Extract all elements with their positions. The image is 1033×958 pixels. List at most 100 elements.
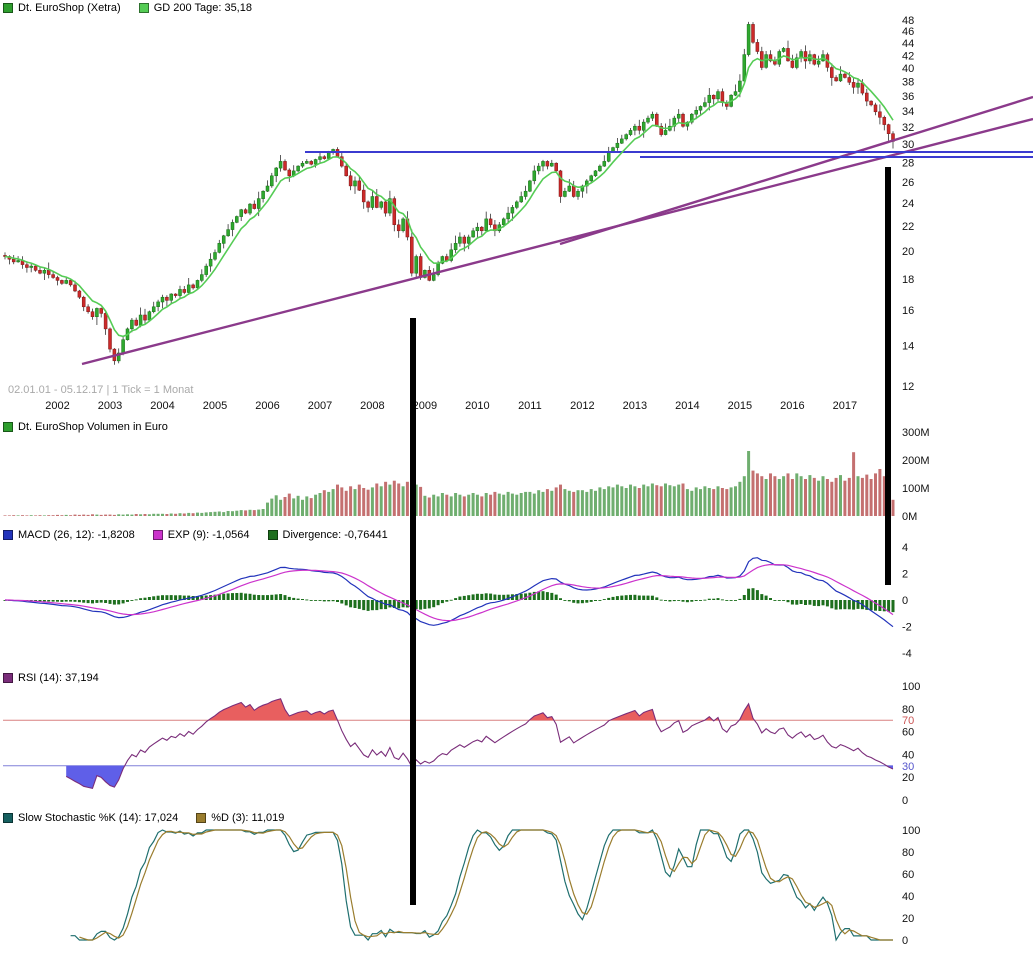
svg-text:-2: -2 [902,622,912,634]
svg-text:2003: 2003 [98,400,122,412]
legend-label: %D (3): 11,019 [211,812,285,824]
volume-layer [3,451,895,516]
svg-text:2009: 2009 [413,400,437,412]
legend-item: EXP (9): -1,0564 [152,529,250,541]
gd200-line [4,55,894,338]
svg-text:40: 40 [902,891,914,903]
legend-label: MACD (26, 12): -1,8208 [18,529,135,541]
rsi-layer [3,698,894,790]
svg-text:14: 14 [902,340,914,352]
svg-text:12: 12 [902,381,914,393]
legend-rsi: RSI (14): 37,194 [3,672,99,684]
svg-text:2: 2 [902,569,908,581]
legend-price: Dt. EuroShop (Xetra) GD 200 Tage: 35,18 [3,2,252,14]
stochastic-layer [70,829,893,942]
legend-item: MACD (26, 12): -1,8208 [3,529,135,541]
candlestick-layer [3,21,895,365]
legend-label: Slow Stochastic %K (14): 17,024 [18,812,179,824]
svg-text:42: 42 [902,50,914,62]
legend-item: Dt. EuroShop Volumen in Euro [3,421,168,433]
legend-color-swatch-icon [3,530,13,540]
svg-text:2015: 2015 [728,400,752,412]
legend-volume: Dt. EuroShop Volumen in Euro [3,421,168,433]
svg-text:22: 22 [902,221,914,233]
svg-text:44: 44 [902,38,914,50]
axis-ticks: 4846444240383634323028262422201816141220… [45,15,929,947]
legend-color-swatch-icon [3,673,13,683]
svg-text:2014: 2014 [675,400,699,412]
svg-text:48: 48 [902,15,914,27]
legend-color-swatch-icon [196,813,207,823]
svg-text:2013: 2013 [623,400,647,412]
svg-text:2004: 2004 [150,400,174,412]
svg-text:2016: 2016 [780,400,804,412]
legend-item: Dt. EuroShop (Xetra) [3,2,121,14]
svg-text:28: 28 [902,157,914,169]
legend-label: Dt. EuroShop Volumen in Euro [18,421,168,433]
svg-text:2010: 2010 [465,400,489,412]
svg-text:2002: 2002 [45,400,69,412]
svg-text:18: 18 [902,274,914,286]
svg-text:16: 16 [902,305,914,317]
legend-label: GD 200 Tage: 35,18 [153,2,252,14]
svg-text:2008: 2008 [360,400,384,412]
drawn-annotation-layer[interactable] [410,167,891,905]
legend-label: EXP (9): -1,0564 [167,529,250,541]
svg-text:200M: 200M [902,455,930,467]
svg-text:70: 70 [902,715,914,727]
svg-text:4: 4 [902,542,908,554]
legend-macd: MACD (26, 12): -1,8208 EXP (9): -1,0564 Di… [3,529,388,541]
legend-item: Divergence: -0,76441 [267,529,388,541]
svg-text:100M: 100M [902,483,930,495]
svg-text:20: 20 [902,246,914,258]
svg-text:38: 38 [902,77,914,89]
svg-text:34: 34 [902,106,914,118]
legend-item: GD 200 Tage: 35,18 [138,2,252,14]
legend-label: Divergence: -0,76441 [282,529,388,541]
legend-item: Slow Stochastic %K (14): 17,024 [3,812,178,824]
svg-text:24: 24 [902,198,914,210]
svg-text:100: 100 [902,681,920,693]
svg-text:30: 30 [902,139,914,151]
legend-item: %D (3): 11,019 [196,812,284,824]
svg-text:2017: 2017 [833,400,857,412]
legend-color-swatch-icon [3,813,13,823]
svg-text:60: 60 [902,869,914,881]
svg-text:0M: 0M [902,511,917,523]
svg-text:40: 40 [902,63,914,75]
svg-text:80: 80 [902,704,914,716]
svg-text:30: 30 [902,761,914,773]
svg-text:0: 0 [902,935,908,947]
svg-text:80: 80 [902,847,914,859]
svg-text:2007: 2007 [308,400,332,412]
date-range-label: 02.01.01 - 05.12.17 | 1 Tick = 1 Monat [8,384,194,396]
trendline-layer[interactable] [81,95,1033,366]
legend-stochastic: Slow Stochastic %K (14): 17,024 %D (3): 1… [3,812,284,824]
svg-text:36: 36 [902,91,914,103]
svg-text:2006: 2006 [255,400,279,412]
macd-layer [3,557,895,628]
svg-text:20: 20 [902,913,914,925]
legend-item: RSI (14): 37,194 [3,672,99,684]
svg-text:26: 26 [902,177,914,189]
svg-text:100: 100 [902,825,920,837]
svg-text:60: 60 [902,727,914,739]
svg-text:2005: 2005 [203,400,227,412]
svg-text:300M: 300M [902,427,930,439]
legend-color-swatch-icon [138,3,149,13]
svg-text:0: 0 [902,795,908,807]
legend-color-swatch-icon [3,422,13,432]
legend-color-swatch-icon [267,530,278,540]
svg-text:46: 46 [902,26,914,38]
svg-text:2012: 2012 [570,400,594,412]
legend-color-swatch-icon [3,3,13,13]
legend-label: Dt. EuroShop (Xetra) [18,2,121,14]
legend-color-swatch-icon [152,530,163,540]
svg-text:-4: -4 [902,648,912,660]
svg-text:32: 32 [902,122,914,134]
svg-text:20: 20 [902,772,914,784]
svg-text:0: 0 [902,595,908,607]
svg-text:40: 40 [902,749,914,761]
